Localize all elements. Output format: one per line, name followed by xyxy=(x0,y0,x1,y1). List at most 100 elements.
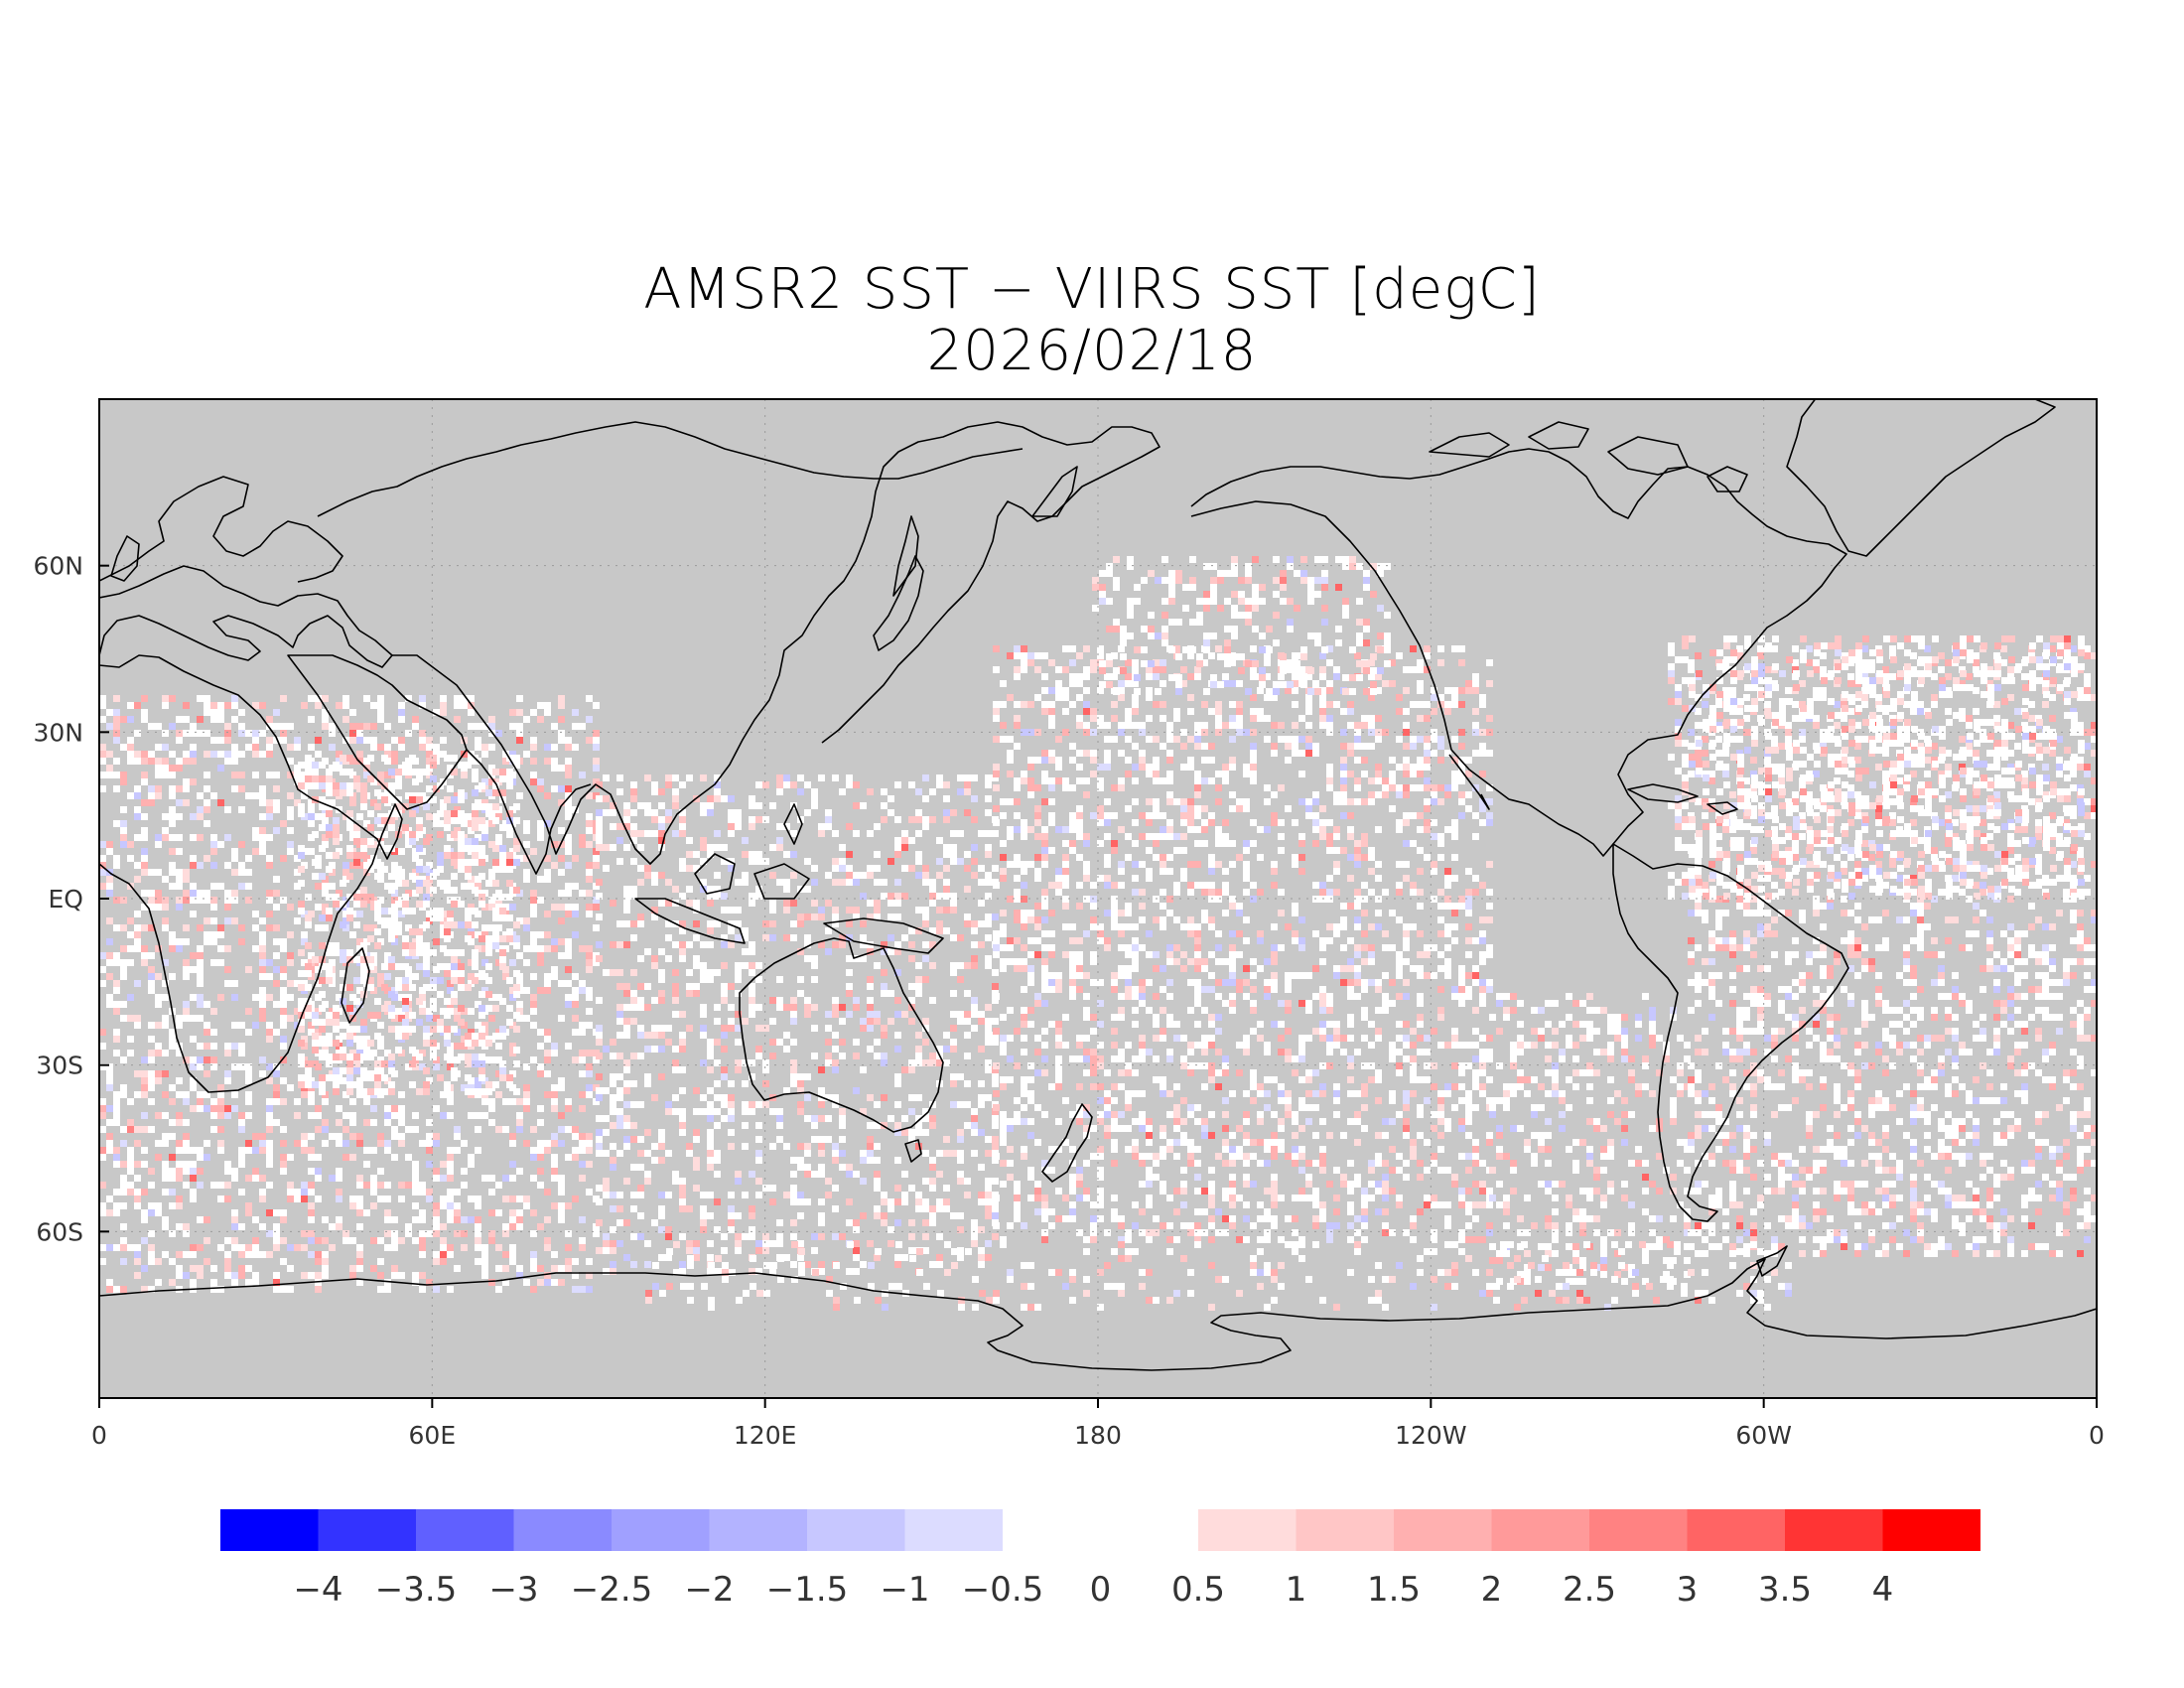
sst-anomaly-cell xyxy=(993,736,1000,743)
sst-anomaly-cell xyxy=(957,1254,964,1261)
sst-anomaly-cell xyxy=(1424,944,1431,951)
sst-anomaly-cell xyxy=(245,1070,252,1077)
sst-anomaly-cell xyxy=(1375,1007,1382,1014)
sst-anomaly-cell xyxy=(558,904,565,911)
sst-anomaly-cell xyxy=(1222,840,1229,847)
sst-anomaly-cell xyxy=(1285,736,1292,743)
sst-anomaly-cell xyxy=(1048,951,1055,958)
sst-anomaly-cell xyxy=(1319,833,1326,840)
sst-anomaly-cell xyxy=(901,830,908,837)
sst-anomaly-cell xyxy=(693,851,700,858)
sst-anomaly-cell xyxy=(755,1240,762,1247)
sst-anomaly-cell xyxy=(985,1150,992,1157)
sst-anomaly-cell xyxy=(259,848,266,855)
sst-anomaly-cell xyxy=(1250,972,1257,979)
sst-anomaly-cell xyxy=(749,893,755,900)
sst-anomaly-cell xyxy=(217,1091,224,1098)
sst-anomaly-cell xyxy=(811,1053,818,1059)
sst-anomaly-cell xyxy=(245,1140,252,1147)
sst-anomaly-cell xyxy=(1021,923,1027,930)
sst-anomaly-cell xyxy=(742,837,749,844)
sst-anomaly-cell xyxy=(665,934,672,941)
sst-anomaly-cell xyxy=(1417,972,1424,979)
sst-anomaly-cell xyxy=(1034,875,1041,882)
sst-anomaly-cell xyxy=(148,1244,155,1251)
sst-anomaly-cell xyxy=(537,785,544,792)
sst-anomaly-cell xyxy=(176,883,183,890)
sst-anomaly-cell xyxy=(1132,777,1139,784)
sst-anomaly-cell xyxy=(922,920,929,927)
sst-anomaly-cell xyxy=(419,695,426,702)
sst-anomaly-cell xyxy=(1229,903,1236,910)
sst-anomaly-cell xyxy=(440,1112,447,1119)
sst-anomaly-cell xyxy=(384,1112,391,1119)
sst-anomaly-cell xyxy=(679,858,686,865)
sst-anomaly-cell xyxy=(1208,889,1215,896)
sst-anomaly-cell xyxy=(162,959,169,966)
sst-anomaly-cell xyxy=(943,1185,950,1192)
sst-anomaly-cell xyxy=(728,1219,735,1226)
sst-anomaly-cell xyxy=(475,1258,481,1265)
sst-anomaly-cell xyxy=(769,997,776,1004)
sst-anomaly-cell xyxy=(530,778,537,785)
sst-anomaly-cell xyxy=(481,1112,488,1119)
sst-anomaly-cell xyxy=(475,1077,481,1084)
sst-anomaly-cell xyxy=(308,1251,315,1258)
sst-anomaly-cell xyxy=(637,1212,644,1219)
sst-anomaly-cell xyxy=(266,1126,273,1133)
sst-anomaly-cell xyxy=(336,1105,342,1112)
sst-anomaly-cell xyxy=(1118,680,1125,687)
sst-anomaly-cell xyxy=(342,917,349,924)
sst-anomaly-cell xyxy=(558,730,565,737)
sst-anomaly-cell xyxy=(1347,826,1354,833)
sst-anomaly-cell xyxy=(728,983,735,990)
sst-anomaly-cell xyxy=(322,1126,329,1133)
sst-anomaly-cell xyxy=(537,1119,544,1126)
sst-anomaly-cell xyxy=(586,813,593,820)
sst-anomaly-cell xyxy=(762,920,769,927)
sst-anomaly-cell xyxy=(1132,798,1139,805)
sst-anomaly-cell xyxy=(818,774,825,781)
sst-anomaly-cell xyxy=(610,809,616,816)
sst-anomaly-cell xyxy=(1264,784,1271,791)
sst-anomaly-cell xyxy=(426,758,433,765)
sst-anomaly-cell xyxy=(1431,972,1437,979)
sst-anomaly-cell xyxy=(1215,715,1222,722)
sst-anomaly-cell xyxy=(922,1233,929,1240)
sst-anomaly-cell xyxy=(176,1175,183,1182)
sst-anomaly-cell xyxy=(700,941,707,948)
sst-anomaly-cell xyxy=(1173,645,1180,652)
sst-anomaly-cell xyxy=(985,1240,992,1247)
sst-anomaly-cell xyxy=(1076,819,1083,826)
sst-anomaly-cell xyxy=(294,883,301,890)
sst-anomaly-cell xyxy=(658,1129,665,1136)
sst-anomaly-cell xyxy=(610,1073,616,1080)
sst-anomaly-cell xyxy=(1250,882,1257,889)
sst-anomaly-cell xyxy=(846,990,853,997)
sst-anomaly-cell xyxy=(707,1129,714,1136)
sst-anomaly-cell xyxy=(169,862,176,869)
sst-anomaly-cell xyxy=(1153,1021,1160,1028)
sst-anomaly-cell xyxy=(273,1230,280,1237)
sst-anomaly-cell xyxy=(735,976,742,983)
sst-anomaly-cell xyxy=(686,837,693,844)
sst-anomaly-cell xyxy=(1215,826,1222,833)
sst-anomaly-cell xyxy=(1034,854,1041,861)
sst-anomaly-cell xyxy=(915,816,922,823)
sst-anomaly-cell xyxy=(1104,764,1111,771)
sst-anomaly-cell xyxy=(586,1050,593,1056)
sst-anomaly-cell xyxy=(1021,659,1027,666)
sst-anomaly-cell xyxy=(217,751,224,758)
sst-anomaly-cell xyxy=(1250,764,1257,771)
sst-anomaly-cell xyxy=(301,1133,308,1140)
sst-anomaly-cell xyxy=(342,702,349,709)
sst-anomaly-cell xyxy=(176,1091,183,1098)
sst-anomaly-cell xyxy=(630,795,637,802)
sst-anomaly-cell xyxy=(887,990,894,997)
sst-anomaly-cell xyxy=(1312,1028,1319,1035)
sst-anomaly-cell xyxy=(1118,777,1125,784)
sst-anomaly-cell xyxy=(971,1115,978,1122)
sst-anomaly-cell xyxy=(1041,979,1048,986)
sst-anomaly-cell xyxy=(1097,937,1104,944)
sst-anomaly-cell xyxy=(238,1154,245,1161)
